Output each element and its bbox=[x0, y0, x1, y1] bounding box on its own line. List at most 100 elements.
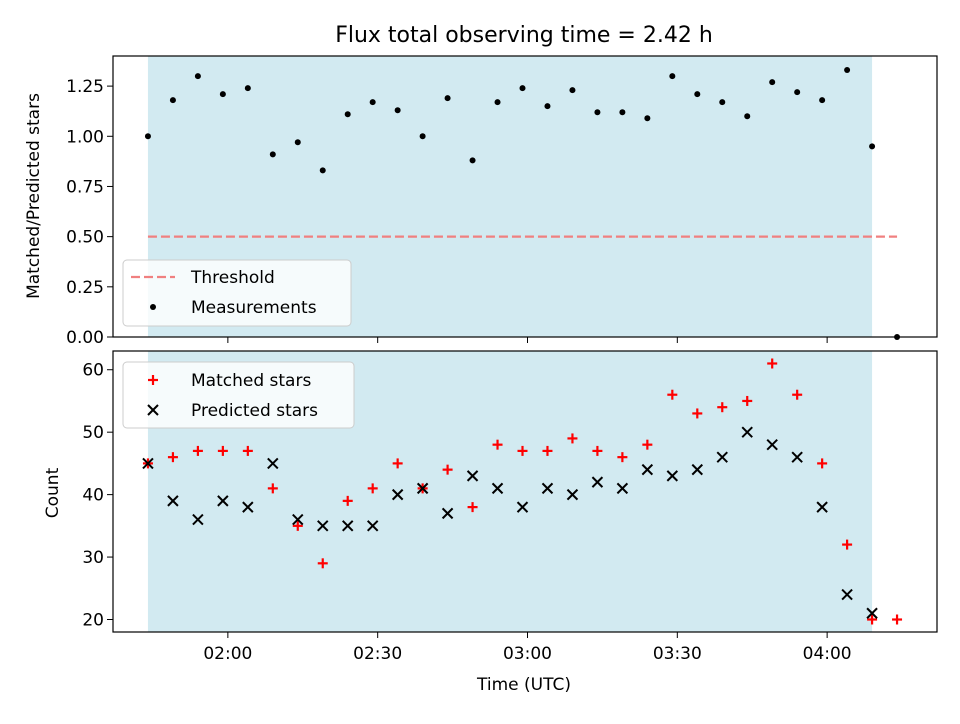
measurement-point bbox=[644, 115, 651, 122]
measurement-point bbox=[319, 167, 326, 174]
predicted-star-marker bbox=[741, 426, 753, 438]
marker-stroke bbox=[666, 470, 679, 482]
measurement-point bbox=[844, 67, 851, 74]
marker-stroke bbox=[741, 426, 753, 438]
marker-stroke bbox=[866, 607, 878, 619]
marker-stroke bbox=[541, 482, 554, 495]
matched-star-marker bbox=[292, 520, 303, 531]
marker-stroke bbox=[591, 476, 604, 488]
top-legend-box bbox=[122, 259, 352, 327]
marker-stroke bbox=[391, 488, 404, 501]
predicted-star-marker bbox=[866, 607, 878, 619]
measurement-point bbox=[594, 109, 601, 116]
predicted-star-marker bbox=[466, 470, 479, 482]
matched-star-marker bbox=[492, 439, 503, 450]
marker-stroke bbox=[267, 457, 279, 470]
measurement-point bbox=[269, 151, 276, 158]
predicted-star-marker bbox=[317, 520, 329, 532]
marker-stroke bbox=[491, 482, 504, 495]
matched-star-marker bbox=[667, 389, 678, 400]
matched-star-marker bbox=[267, 483, 278, 494]
matched-star-marker bbox=[242, 445, 253, 456]
measurement-point bbox=[744, 113, 751, 120]
legend-measurements-label: Measurements bbox=[191, 298, 317, 318]
matched-star-marker bbox=[442, 464, 453, 475]
marker-stroke bbox=[466, 470, 479, 482]
marker-stroke bbox=[616, 482, 629, 495]
predicted-star-marker bbox=[516, 501, 529, 513]
matched-star-marker bbox=[167, 452, 178, 463]
marker-stroke bbox=[816, 501, 828, 513]
matched-star-marker bbox=[517, 445, 528, 456]
predicted-star-marker bbox=[267, 457, 279, 470]
predicted-star-marker bbox=[691, 463, 703, 476]
predicted-star-marker bbox=[491, 482, 504, 495]
measurement-point bbox=[694, 91, 701, 98]
measurement-point bbox=[569, 87, 576, 94]
predicted-star-marker bbox=[292, 513, 304, 526]
matched-star-marker bbox=[767, 358, 778, 369]
bottom-y-tick-label: 60 bbox=[82, 361, 104, 381]
bottom-y-tick-label: 40 bbox=[82, 486, 104, 506]
measurement-point bbox=[544, 103, 551, 110]
predicted-star-marker bbox=[841, 588, 853, 601]
marker-stroke bbox=[841, 588, 853, 601]
predicted-star-marker bbox=[566, 488, 579, 501]
measurement-point bbox=[369, 99, 376, 106]
marker-stroke bbox=[791, 451, 803, 463]
top-y-tick-label: 0.75 bbox=[66, 177, 104, 197]
measurement-point bbox=[719, 99, 726, 106]
marker-stroke bbox=[217, 495, 229, 507]
predicted-star-marker bbox=[541, 482, 554, 495]
predicted-star-marker bbox=[242, 501, 254, 513]
marker-stroke bbox=[242, 501, 254, 513]
bottom-panel-count-plot: 20 30 40 50 60 02:00 02:30 03:00 03:30 04:00 Match… bbox=[82, 350, 938, 664]
measurement-point bbox=[769, 79, 776, 86]
measurement-point bbox=[169, 97, 176, 104]
marker-stroke bbox=[766, 438, 778, 451]
measurement-point bbox=[444, 95, 451, 102]
bottom-y-tick-label: 30 bbox=[82, 548, 104, 568]
measurement-point bbox=[419, 133, 426, 140]
measurement-point bbox=[294, 139, 301, 146]
marker-stroke bbox=[416, 482, 429, 495]
matched-star-marker bbox=[717, 402, 728, 413]
marker-stroke bbox=[691, 463, 703, 476]
predicted-star-marker bbox=[616, 482, 629, 495]
marker-stroke bbox=[292, 513, 304, 526]
top-y-tick-label: 1.00 bbox=[66, 127, 104, 147]
matched-star-marker bbox=[892, 614, 903, 625]
measurement-point bbox=[619, 109, 626, 116]
matched-star-marker bbox=[642, 439, 653, 450]
top-axes-frame bbox=[112, 55, 938, 338]
matched-star-marker bbox=[192, 445, 203, 456]
predicted-star-marker bbox=[441, 507, 454, 520]
legend-measurements-swatch bbox=[150, 304, 156, 310]
predicted-star-marker bbox=[666, 470, 679, 482]
matched-star-marker bbox=[592, 445, 603, 456]
measurement-point bbox=[394, 107, 401, 114]
measurement-point bbox=[219, 91, 226, 98]
top-y-axis-label: Matched/Predicted stars bbox=[24, 93, 44, 299]
top-legend: Threshold Measurements bbox=[122, 259, 352, 327]
marker-stroke bbox=[317, 520, 329, 532]
bottom-y-axis-label: Count bbox=[43, 467, 63, 518]
predicted-star-marker bbox=[591, 476, 604, 488]
matched-star-marker bbox=[867, 614, 878, 625]
bottom-y-tick-label: 50 bbox=[82, 423, 104, 443]
marker-stroke bbox=[516, 501, 529, 513]
legend-matched-label: Matched stars bbox=[191, 371, 311, 391]
legend-predicted-swatch bbox=[147, 404, 159, 416]
measurement-point bbox=[869, 143, 876, 150]
bottom-x-tick-label: 03:30 bbox=[653, 644, 702, 664]
matched-star-marker bbox=[617, 452, 628, 463]
top-y-tick-label: 0.50 bbox=[66, 228, 104, 248]
predicted-star-marker bbox=[416, 482, 429, 495]
marker-stroke bbox=[167, 495, 179, 507]
top-panel-ratio-plot: 0.00 0.25 0.50 0.75 1.00 1.25 Threshold Measure… bbox=[66, 55, 938, 348]
predicted-star-marker bbox=[716, 451, 728, 463]
matched-star-marker bbox=[817, 458, 828, 469]
matched-star-marker bbox=[842, 539, 853, 550]
marker-stroke bbox=[192, 513, 204, 526]
